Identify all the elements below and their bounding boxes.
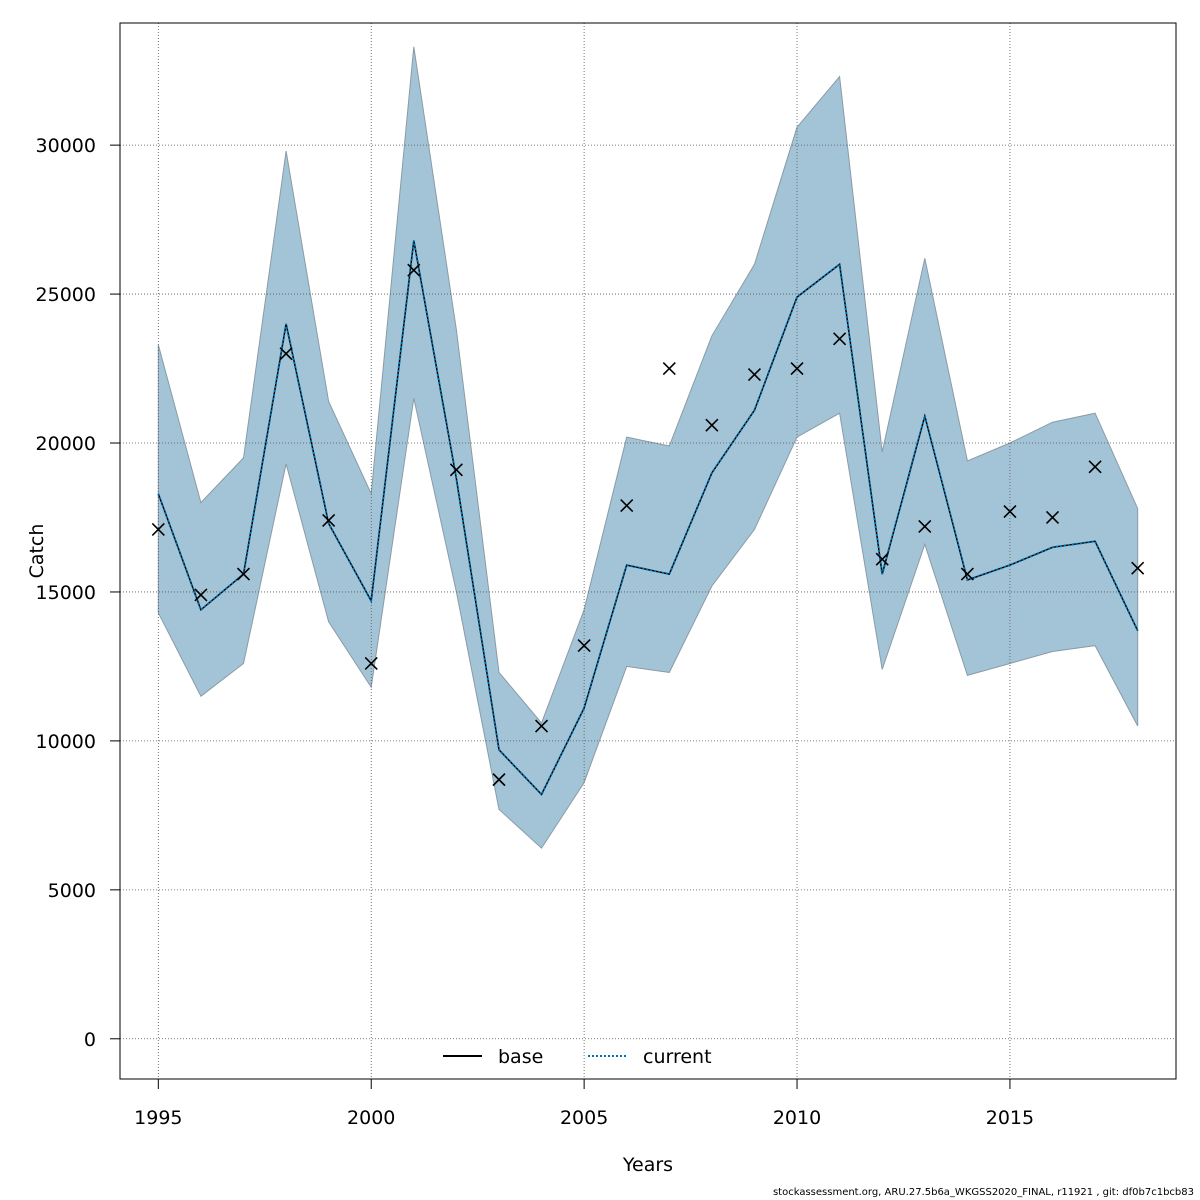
observation-point <box>364 656 378 671</box>
observation-point <box>747 367 762 382</box>
y-tick-label: 10000 <box>36 731 96 753</box>
confidence-band <box>157 46 1139 849</box>
observation-point <box>960 567 974 581</box>
x-tick-label: 2000 <box>347 1107 395 1129</box>
observation-point <box>918 519 932 533</box>
observation-point <box>279 347 293 361</box>
observation-point <box>151 522 165 536</box>
observation-point <box>1131 561 1145 575</box>
observation-point <box>875 552 889 566</box>
footer-source-text: stockassessment.org, ARU.27.5b6a_WKGSS20… <box>772 1187 1194 1198</box>
observation-point <box>620 499 634 513</box>
observation-point <box>1045 510 1060 525</box>
x-tick-label: 2005 <box>560 1107 608 1129</box>
y-tick-label: 0 <box>84 1029 96 1051</box>
y-axis: 0 5000 10000 15000 20000 25000 30000 <box>36 135 121 1051</box>
series-line-layer <box>157 240 1139 797</box>
legend-current-label: current <box>643 1046 712 1068</box>
x-tick-label: 2015 <box>986 1107 1034 1129</box>
observation-point <box>705 418 719 432</box>
y-axis-title: Catch <box>26 524 48 579</box>
observation-point <box>194 588 208 602</box>
x-tick-label: 2010 <box>773 1107 821 1129</box>
y-tick-label: 30000 <box>36 135 96 157</box>
observation-point <box>1088 460 1102 474</box>
grid-layer <box>120 23 1176 1079</box>
observation-point <box>662 361 676 376</box>
x-tick-label: 1995 <box>134 1107 182 1129</box>
y-tick-label: 15000 <box>36 582 96 604</box>
observation-point <box>577 639 591 653</box>
observation-point <box>492 773 506 787</box>
observation-point <box>407 263 421 277</box>
y-tick-label: 20000 <box>36 433 96 455</box>
observation-point <box>236 567 251 581</box>
series-line-current <box>157 240 1139 797</box>
x-axis-title: Years <box>622 1154 673 1176</box>
observation-point <box>534 719 549 733</box>
y-tick-label: 25000 <box>36 284 96 306</box>
legend-base-label: base <box>498 1046 543 1068</box>
confidence-band-layer <box>157 46 1139 849</box>
observation-point <box>449 463 463 477</box>
observation-point <box>322 513 336 528</box>
legend: base current <box>443 1046 712 1068</box>
observation-point <box>790 361 804 376</box>
y-tick-label: 5000 <box>48 880 96 902</box>
observation-point <box>1003 504 1017 519</box>
observation-point <box>833 332 847 346</box>
observation-point-layer <box>151 263 1145 787</box>
x-axis: 1995 2000 2005 2010 2015 <box>134 1078 1034 1129</box>
